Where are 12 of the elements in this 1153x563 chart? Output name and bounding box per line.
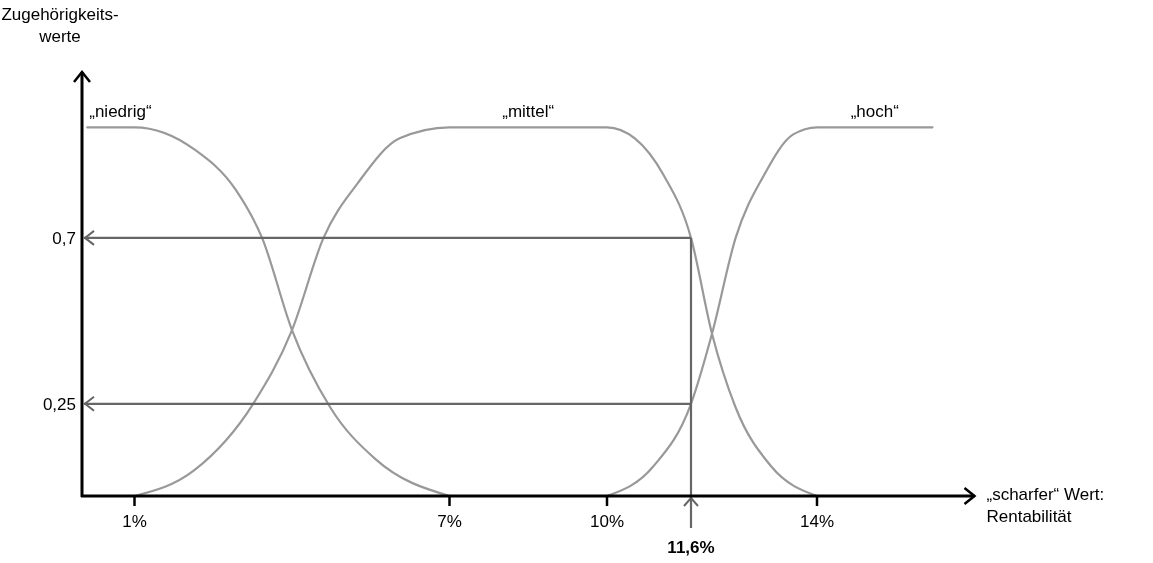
series-label: „mittel“	[502, 102, 555, 122]
y-tick-label: 0,7	[52, 228, 76, 248]
y-tick-label: 0,25	[42, 394, 76, 414]
x-tick-label: 14%	[799, 512, 835, 531]
ref-line-label: 11,6%	[667, 538, 715, 557]
x-axis-title: „scharfer“ Wert: Rentabilität	[986, 485, 1105, 526]
x-tick-label: 7%	[437, 512, 462, 531]
series-label: „hoch“	[850, 102, 900, 122]
y-axis-title: Zugehörigkeits- werte	[1, 5, 119, 46]
x-tick-label: 10%	[589, 512, 625, 531]
x-tick-label: 1%	[122, 512, 147, 531]
series-label: „niedrig“	[89, 102, 152, 122]
